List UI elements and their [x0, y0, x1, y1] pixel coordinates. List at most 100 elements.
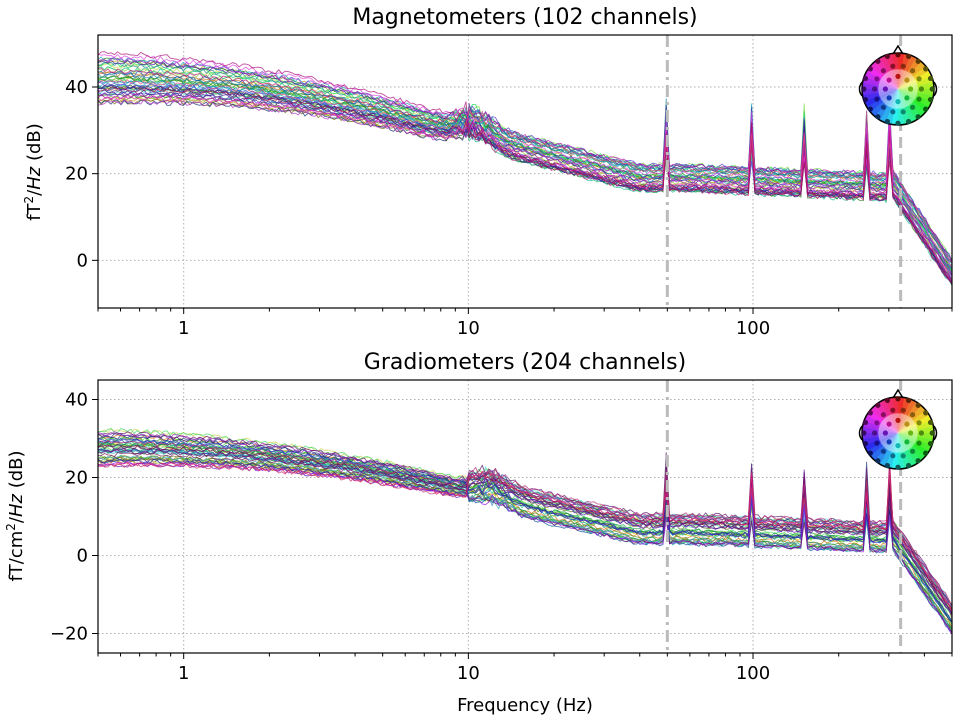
- channel-trace-32: [98, 438, 952, 622]
- topomap-sensor-dot: [900, 63, 906, 69]
- channel-trace-11: [98, 446, 952, 624]
- topomap-sector: [898, 420, 934, 433]
- topomap-sensor-dot: [915, 402, 921, 408]
- topomap-sector: [898, 399, 917, 433]
- channel-trace-42: [98, 445, 952, 611]
- topomap-sensor-dot: [905, 53, 912, 60]
- topomap-sector: [880, 399, 898, 433]
- topomap-sensor-dot: [929, 430, 935, 436]
- magnetometers-axes-frame: [97, 34, 953, 309]
- topomap-sensor-dot: [884, 118, 891, 125]
- topomap-sensor-dot: [923, 410, 929, 416]
- topomap-sector: [898, 433, 930, 457]
- gradiometers-traces: [98, 427, 952, 635]
- channel-trace-36: [98, 91, 952, 262]
- topomap-sensor-dot: [886, 439, 892, 445]
- magnetometers-sensor-topomap: [858, 44, 938, 126]
- topomap-sensor-dot: [905, 397, 912, 404]
- topomap-right-ear: [933, 425, 938, 441]
- topomap-sensor-dot: [915, 458, 921, 464]
- topomap-sector: [898, 82, 934, 90]
- topomap-sensor-dot: [909, 104, 916, 110]
- topomap-sensor-dot: [908, 86, 914, 92]
- channel-trace-29: [98, 99, 952, 284]
- topomap-sector: [874, 89, 898, 121]
- channel-trace-45: [98, 462, 952, 610]
- topomap-sensor-dot: [862, 75, 869, 82]
- topomap-sensor-dot: [875, 114, 881, 120]
- topomap-sector: [885, 53, 898, 89]
- topomap-sector: [898, 89, 926, 117]
- topomap-sensor-dot: [884, 53, 891, 60]
- topomap-sensor-dot: [909, 448, 916, 454]
- topomap-sensor-dot: [880, 104, 887, 110]
- channel-trace-39: [98, 53, 952, 268]
- channel-trace-0: [98, 86, 952, 282]
- topomap-sector: [874, 433, 898, 465]
- channel-trace-4: [98, 455, 952, 611]
- y-tick-label-1: 0: [77, 546, 88, 567]
- y-tick-label-1: 20: [65, 164, 88, 185]
- topomap-sector: [898, 89, 922, 121]
- topomap-sector: [898, 433, 916, 467]
- topomap-sector: [891, 397, 899, 433]
- topomap-sector: [885, 89, 898, 125]
- topomap-sector: [862, 89, 898, 102]
- gradiometers-ticks: 1 10 100 −20 0 20 40: [50, 390, 953, 684]
- channel-trace-39: [98, 431, 952, 611]
- topomap-sector: [898, 55, 917, 89]
- topomap-sector: [879, 433, 898, 467]
- topomap-sensor-dot: [916, 96, 922, 102]
- topomap-sensor-dot: [900, 407, 906, 413]
- topomap-sensor-dot: [884, 397, 891, 404]
- topomap-sensor-dot: [874, 420, 880, 426]
- topomap-right-ear: [933, 81, 938, 97]
- topomap-sensor-dot: [909, 412, 916, 418]
- topomap-sensor-dot: [874, 440, 880, 446]
- topomap-sensor-dot: [890, 109, 896, 115]
- topomap-sensor-dot: [884, 462, 891, 469]
- topomap-sector: [870, 405, 898, 433]
- topomap-sector: [898, 401, 922, 433]
- topomap-sensor-dot: [890, 453, 896, 459]
- topomap-left-ear: [858, 81, 863, 97]
- channel-trace-38: [98, 99, 952, 280]
- topomap-sector: [898, 433, 932, 452]
- magnetometers-panel: Magnetometers (102 channels) 1 10 100 0 20 40…: [22, 5, 953, 339]
- topomap-sensor-dot: [927, 96, 934, 103]
- topomap-sensor-dot: [905, 118, 912, 125]
- topomap-sector: [898, 426, 934, 434]
- frequency-xlabel: Frequency (Hz): [457, 695, 593, 716]
- gradiometers-axes-frame: [97, 379, 953, 654]
- topomap-sector: [866, 433, 898, 457]
- magnetometers-reference-lines: [665, 35, 903, 308]
- topomap-sector: [862, 420, 898, 433]
- topomap-sector: [898, 61, 926, 89]
- topomap-sensor-dot: [895, 120, 901, 126]
- topomap-sensor-dot: [861, 86, 867, 92]
- topomap-sensor-dot: [874, 96, 880, 102]
- channel-trace-43: [98, 440, 952, 607]
- topomap-sector: [864, 433, 898, 451]
- topomap-sensor-dot: [886, 421, 892, 427]
- topomap-sensor-dot: [900, 109, 906, 115]
- channel-trace-27: [98, 438, 952, 633]
- topomap-sensor-dot: [862, 440, 869, 447]
- topomap-sector: [898, 65, 930, 89]
- topomap-sector: [862, 432, 898, 440]
- topomap-sector: [866, 89, 898, 113]
- topomap-sector: [897, 433, 905, 469]
- channel-trace-37: [98, 57, 952, 277]
- channel-trace-43: [98, 67, 952, 284]
- topomap-sector: [898, 53, 911, 89]
- topomap-sensor-dot: [882, 430, 889, 436]
- topomap-sector: [898, 89, 932, 108]
- topomap-sensor-dot: [927, 75, 934, 82]
- topomap-sector: [898, 409, 930, 433]
- topomap-sensor-dot: [923, 66, 929, 72]
- channel-trace-23: [98, 56, 952, 264]
- channel-trace-41: [98, 95, 952, 282]
- topomap-sector: [885, 433, 898, 469]
- x-tick-label-2: 100: [736, 663, 770, 684]
- topomap-sensor-dot: [909, 68, 916, 74]
